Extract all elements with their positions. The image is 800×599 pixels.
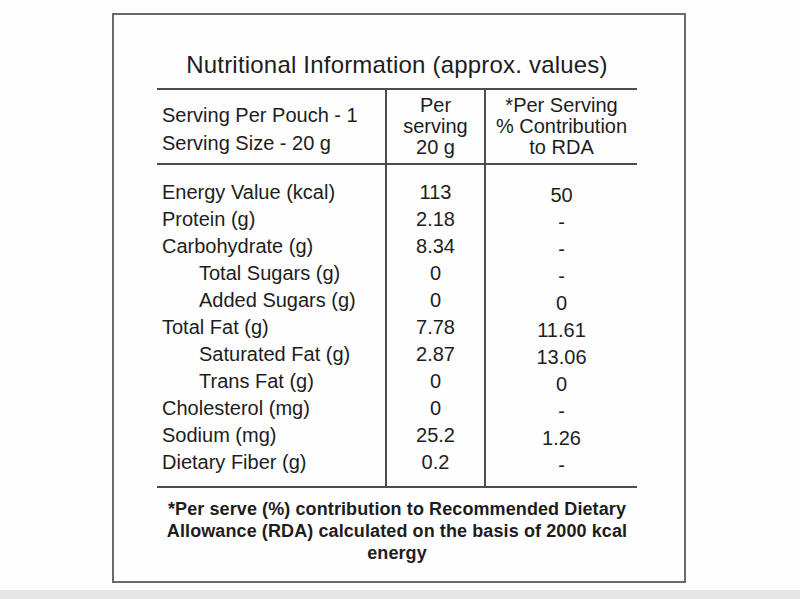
- value-sodium-per-serving: 25.2: [387, 422, 484, 449]
- value-dietary-fiber-rda: -: [486, 452, 637, 479]
- row-label-dietary-fiber: Dietary Fiber (g): [157, 449, 385, 476]
- header-rda-line: to RDA: [486, 137, 637, 158]
- value-cholesterol-per-serving: 0: [387, 395, 484, 422]
- value-total-sugars-per-serving: 0: [387, 260, 484, 287]
- value-total-fat-per-serving: 7.78: [387, 314, 484, 341]
- row-label-protein: Protein (g): [157, 206, 385, 233]
- nutrition-label-box: Nutritional Information (approx. values)…: [112, 13, 686, 583]
- row-label-trans-fat: Trans Fat (g): [157, 368, 385, 395]
- rda-value-column: 50 - - - 0 11.61 13.06 0 - 1.26 -: [484, 165, 637, 488]
- value-added-sugars-rda: 0: [486, 290, 637, 317]
- header-per-serving-line: Per: [387, 95, 484, 116]
- row-label-sodium: Sodium (mg): [157, 422, 385, 449]
- table-body: Energy Value (kcal) Protein (g) Carbohyd…: [157, 165, 637, 488]
- value-sodium-rda: 1.26: [486, 425, 637, 452]
- value-trans-fat-per-serving: 0: [387, 368, 484, 395]
- header-per-serving-line: serving: [387, 116, 484, 137]
- table-header-row: Serving Per Pouch - 1 Serving Size - 20 …: [157, 90, 637, 165]
- serving-per-pouch-text: Serving Per Pouch - 1: [162, 101, 385, 129]
- label-title: Nutritional Information (approx. values): [157, 15, 637, 90]
- value-trans-fat-rda: 0: [486, 371, 637, 398]
- value-dietary-fiber-per-serving: 0.2: [387, 449, 484, 476]
- rda-footnote-line2: Allowance (RDA) calculated on the basis …: [157, 520, 637, 564]
- header-rda-contribution: *Per Serving % Contribution to RDA: [484, 90, 637, 165]
- header-rda-line: *Per Serving: [486, 95, 637, 116]
- serving-size-text: Serving Size - 20 g: [162, 129, 385, 157]
- value-total-fat-rda: 11.61: [486, 317, 637, 344]
- row-label-saturated-fat: Saturated Fat (g): [157, 341, 385, 368]
- value-total-sugars-rda: -: [486, 263, 637, 290]
- row-label-total-fat: Total Fat (g): [157, 314, 385, 341]
- rda-footnote: *Per serve (%) contribution to Recommend…: [157, 488, 637, 564]
- nutrition-table: Nutritional Information (approx. values)…: [157, 15, 637, 564]
- row-label-carbohydrate: Carbohydrate (g): [157, 233, 385, 260]
- header-per-serving: Per serving 20 g: [385, 90, 484, 165]
- per-serving-value-column: 113 2.18 8.34 0 0 7.78 2.87 0 0 25.2 0.2: [385, 165, 484, 488]
- row-label-cholesterol: Cholesterol (mg): [157, 395, 385, 422]
- nutrition-label-page: Nutritional Information (approx. values)…: [0, 0, 800, 599]
- rda-footnote-line1: *Per serve (%) contribution to Recommend…: [157, 498, 637, 520]
- nutrient-name-column: Energy Value (kcal) Protein (g) Carbohyd…: [157, 165, 385, 488]
- value-energy-rda: 50: [486, 182, 637, 209]
- photo-edge-shade: [0, 590, 800, 599]
- header-serving-info: Serving Per Pouch - 1 Serving Size - 20 …: [157, 90, 385, 165]
- value-carbohydrate-rda: -: [486, 236, 637, 263]
- header-per-serving-line: 20 g: [387, 137, 484, 158]
- value-protein-rda: -: [486, 209, 637, 236]
- header-rda-line: % Contribution: [486, 116, 637, 137]
- value-energy-per-serving: 113: [387, 179, 484, 206]
- value-protein-per-serving: 2.18: [387, 206, 484, 233]
- value-cholesterol-rda: -: [486, 398, 637, 425]
- row-label-energy: Energy Value (kcal): [157, 179, 385, 206]
- value-saturated-fat-per-serving: 2.87: [387, 341, 484, 368]
- row-label-total-sugars: Total Sugars (g): [157, 260, 385, 287]
- value-added-sugars-per-serving: 0: [387, 287, 484, 314]
- row-label-added-sugars: Added Sugars (g): [157, 287, 385, 314]
- value-saturated-fat-rda: 13.06: [486, 344, 637, 371]
- value-carbohydrate-per-serving: 8.34: [387, 233, 484, 260]
